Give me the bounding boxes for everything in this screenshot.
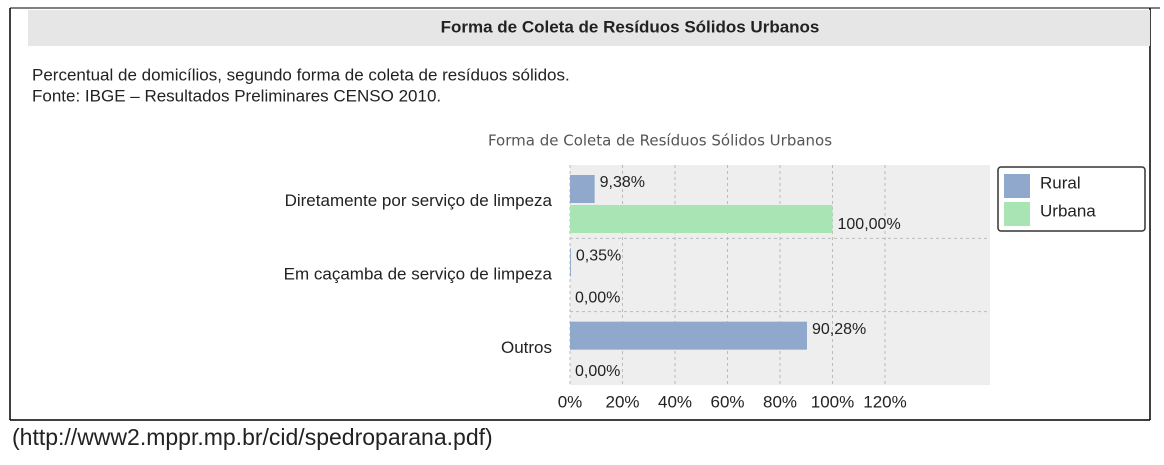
bar	[570, 175, 595, 203]
x-tick-label: 40%	[658, 392, 692, 411]
x-tick-label: 80%	[763, 392, 797, 411]
x-tick-label: 100%	[811, 392, 854, 411]
value-label: 100,00%	[838, 216, 901, 233]
description: Percentual de domicílios, segundo forma …	[32, 65, 570, 84]
x-tick-label: 120%	[863, 392, 906, 411]
description: Fonte: IBGE – Resultados Preliminares CE…	[32, 86, 441, 105]
bar	[570, 248, 571, 277]
value-label: 0,00%	[575, 363, 620, 380]
bar	[570, 205, 833, 233]
x-tick-label: 60%	[710, 392, 744, 411]
y-tick-label: Em caçamba de serviço de limpeza	[284, 264, 553, 283]
header-title: Forma de Coleta de Resíduos Sólidos Urba…	[441, 17, 820, 36]
value-label: 0,00%	[575, 290, 620, 307]
x-tick-label: 20%	[605, 392, 639, 411]
legend-label: Rural	[1040, 173, 1081, 192]
bar	[570, 321, 807, 350]
legend-box	[997, 166, 1146, 232]
y-tick-label: Outros	[501, 338, 552, 357]
header-bar	[28, 10, 1150, 46]
source: (http://www2.mppr.mp.br/cid/spedroparana…	[12, 424, 493, 450]
chart-title: Forma de Coleta de Resíduos Sólidos Urba…	[488, 132, 832, 150]
y-tick-label: Diretamente por serviço de limpeza	[285, 191, 553, 210]
x-tick-label: 0%	[558, 392, 583, 411]
legend-swatch	[1004, 174, 1030, 198]
value-label: 90,28%	[812, 321, 866, 338]
legend-swatch	[1004, 202, 1030, 226]
value-label: 9,38%	[600, 174, 645, 191]
legend-label: Urbana	[1040, 201, 1096, 220]
value-label: 0,35%	[576, 248, 621, 265]
